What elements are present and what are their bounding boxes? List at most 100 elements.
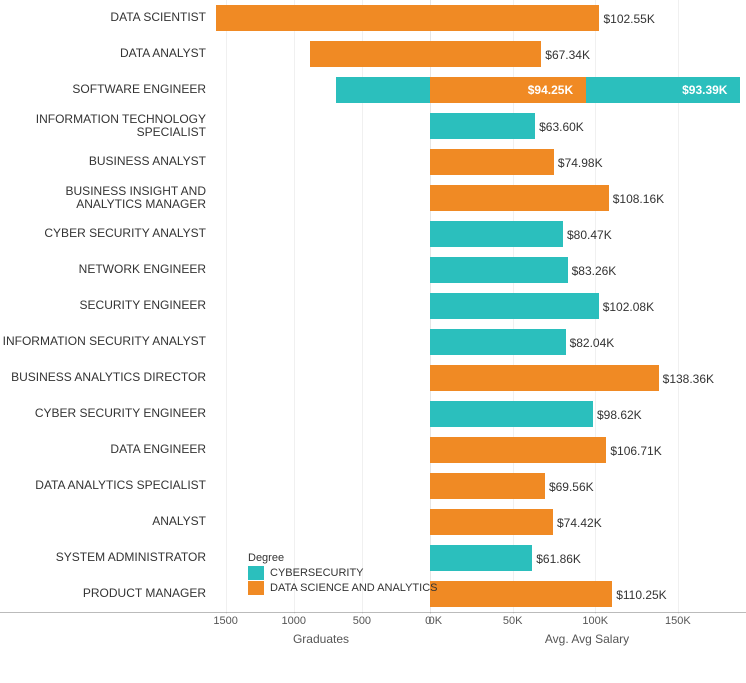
row-label: CYBER SECURITY ANALYST [0, 227, 212, 240]
row-chart-area: $138.36K [212, 360, 744, 396]
row-chart-area: $67.34K [212, 36, 744, 72]
row-chart-area: $82.04K [212, 324, 744, 360]
salary-bar [430, 365, 659, 391]
legend-title: Degree [248, 552, 438, 564]
graduates-bar [336, 77, 430, 103]
salary-value-label: $102.55K [603, 12, 654, 26]
salary-bar [430, 5, 599, 31]
data-row: INFORMATION TECHNOLOGY SPECIALIST $63.60K [0, 108, 746, 144]
legend-item: CYBERSECURITY [248, 566, 438, 580]
data-row: BUSINESS INSIGHT AND ANALYTICS MANAGER $1… [0, 180, 746, 216]
data-row: DATA ANALYTICS SPECIALIST$69.56K [0, 468, 746, 504]
salary-value-label: $94.25K [528, 83, 573, 97]
x-tick-right: 100K [582, 615, 608, 627]
salary-value-label: $98.62K [597, 408, 642, 422]
row-label: DATA ANALYST [0, 47, 212, 60]
left-axis-title: Graduates [212, 632, 430, 654]
row-chart-area: $83.26K [212, 252, 744, 288]
chart-root: DATA SCIENTIST $102.55K DATA ANALYST $67.34… [0, 0, 746, 654]
salary-bar [430, 185, 609, 211]
data-row: DATA ANALYST $67.34K [0, 36, 746, 72]
salary-value-label: $74.98K [558, 156, 603, 170]
row-chart-area: $94.25K $93.39K [212, 72, 744, 108]
x-axis: 0500100015000K50K100K150K [0, 612, 746, 632]
salary-bar [430, 437, 606, 463]
row-label: PRODUCT MANAGER [0, 587, 212, 600]
right-axis-title: Avg. Avg Salary [430, 632, 744, 654]
salary-bar [430, 581, 612, 607]
legend-label: CYBERSECURITY [270, 567, 364, 579]
x-tick-right: 50K [503, 615, 523, 627]
row-chart-area: $108.16K [212, 180, 744, 216]
row-chart-area: $106.71K [212, 432, 744, 468]
salary-value-label: $110.25K [616, 588, 667, 602]
salary-bar [430, 509, 553, 535]
data-row: DATA SCIENTIST $102.55K [0, 0, 746, 36]
salary-bar [430, 41, 541, 67]
salary-value-label: $80.47K [567, 228, 612, 242]
x-tick-left: 1000 [282, 615, 306, 627]
salary-value-label: $63.60K [539, 120, 584, 134]
row-label: DATA SCIENTIST [0, 11, 212, 24]
x-tick-right: 150K [665, 615, 691, 627]
salary-value-label: $106.71K [610, 444, 661, 458]
row-label: BUSINESS ANALYTICS DIRECTOR [0, 371, 212, 384]
x-tick-left: 500 [353, 615, 371, 627]
x-axis-area: 0500100015000K50K100K150K [212, 613, 744, 632]
row-chart-area: $102.08K [212, 288, 744, 324]
row-label: ANALYST [0, 515, 212, 528]
data-row: NETWORK ENGINEER$83.26K [0, 252, 746, 288]
row-label: DATA ENGINEER [0, 443, 212, 456]
salary-bar [430, 149, 554, 175]
salary-bar [430, 473, 545, 499]
data-row: SOFTWARE ENGINEER $94.25K $93.39K [0, 72, 746, 108]
legend-swatch [248, 566, 264, 580]
salary-value-label: $61.86K [536, 552, 581, 566]
row-label: CYBER SECURITY ENGINEER [0, 407, 212, 420]
row-label: BUSINESS INSIGHT AND ANALYTICS MANAGER [0, 185, 212, 211]
row-label: DATA ANALYTICS SPECIALIST [0, 479, 212, 492]
row-label: SYSTEM ADMINISTRATOR [0, 551, 212, 564]
data-row: DATA ENGINEER $106.71K [0, 432, 746, 468]
data-row: BUSINESS ANALYTICS DIRECTOR $138.36K [0, 360, 746, 396]
salary-bar [430, 221, 563, 247]
legend-item: DATA SCIENCE AND ANALYTICS [248, 581, 438, 595]
x-tick-left: 1500 [213, 615, 237, 627]
data-row: INFORMATION SECURITY ANALYST $82.04K [0, 324, 746, 360]
graduates-bar [310, 41, 430, 67]
legend: Degree CYBERSECURITY DATA SCIENCE AND ANAL… [248, 552, 438, 596]
salary-bar [430, 257, 568, 283]
row-label: INFORMATION TECHNOLOGY SPECIALIST [0, 113, 212, 139]
salary-value-label: $102.08K [603, 300, 654, 314]
row-chart-area: $63.60K [212, 108, 744, 144]
salary-value-label: $138.36K [663, 372, 714, 386]
salary-value-label: $82.04K [570, 336, 615, 350]
data-row: CYBER SECURITY ANALYST $80.47K [0, 216, 746, 252]
row-chart-area: $80.47K [212, 216, 744, 252]
legend-label: DATA SCIENCE AND ANALYTICS [270, 582, 438, 594]
x-tick-right: 0K [429, 615, 442, 627]
legend-swatch [248, 581, 264, 595]
data-row: BUSINESS ANALYST$74.98K [0, 144, 746, 180]
salary-value-label: $93.39K [682, 83, 727, 97]
salary-value-label: $74.42K [557, 516, 602, 530]
row-chart-area: $98.62K [212, 396, 744, 432]
graduates-bar [216, 5, 430, 31]
row-label: SOFTWARE ENGINEER [0, 83, 212, 96]
row-chart-area: $74.98K [212, 144, 744, 180]
row-label: INFORMATION SECURITY ANALYST [0, 335, 212, 348]
x-axis-titles: GraduatesAvg. Avg Salary [0, 632, 746, 654]
salary-value-label: $83.26K [572, 264, 617, 278]
salary-bar [430, 329, 566, 355]
salary-bar [430, 113, 535, 139]
salary-value-label: $108.16K [613, 192, 664, 206]
row-chart-area: $74.42K [212, 504, 744, 540]
salary-value-label: $67.34K [545, 48, 590, 62]
row-chart-area: $102.55K [212, 0, 744, 36]
salary-bar [430, 401, 593, 427]
data-row: ANALYST $74.42K [0, 504, 746, 540]
row-chart-area: $69.56K [212, 468, 744, 504]
salary-bar [430, 293, 599, 319]
row-label: SECURITY ENGINEER [0, 299, 212, 312]
data-row: CYBER SECURITY ENGINEER $98.62K [0, 396, 746, 432]
